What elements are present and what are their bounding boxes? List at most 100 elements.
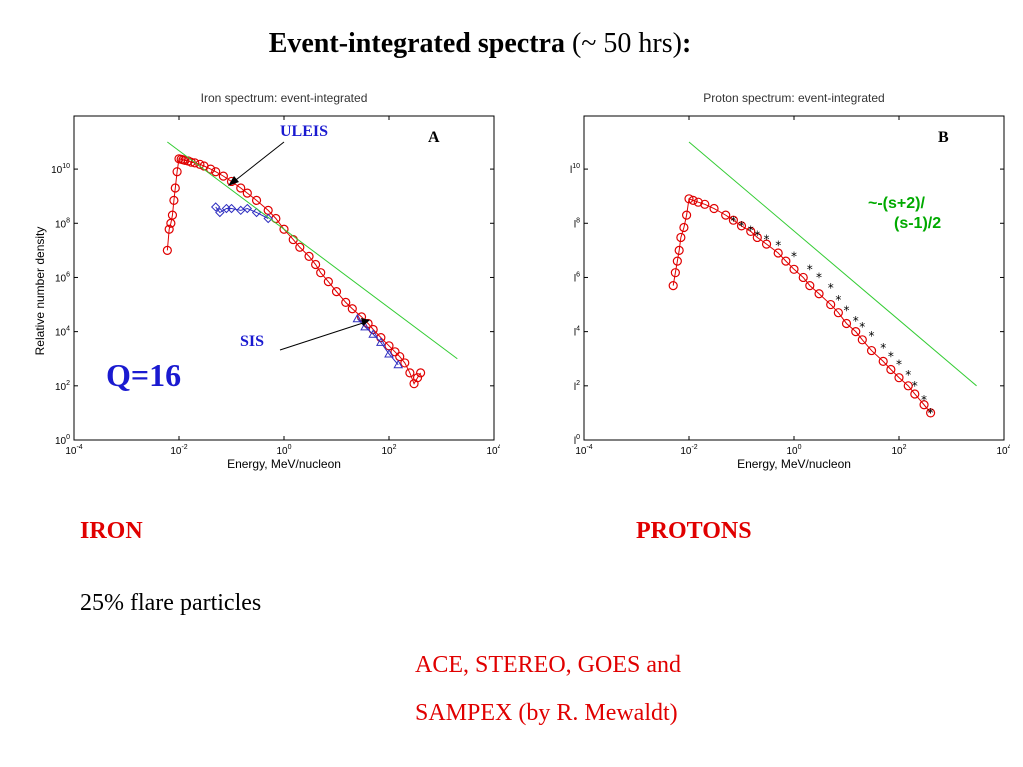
data-point-circle — [857, 335, 867, 345]
x-tick-label: 10-2 — [170, 444, 187, 457]
y-tick-label: l6 — [574, 271, 580, 284]
data-point-circle — [728, 215, 738, 225]
data-point-circle — [169, 195, 179, 205]
slope-annotation-line-2: (s-1)/2 — [894, 215, 941, 232]
iron-spectrum-chart: Iron spectrum: event-integrated 10-4 10-2 1… — [33, 91, 500, 471]
data-point-circle — [390, 347, 400, 357]
data-point-circle — [866, 345, 877, 356]
iron-label: IRON — [80, 518, 143, 544]
data-point-circle — [195, 159, 205, 169]
data-point-star: * — [905, 368, 911, 382]
data-point-circle — [878, 356, 888, 366]
uleis-arrow — [231, 141, 285, 184]
data-point-star: * — [880, 341, 886, 355]
data-point-circle — [356, 312, 367, 322]
data-point-star: * — [739, 219, 745, 233]
panel-label-b: B — [938, 129, 949, 146]
data-point-circle — [172, 167, 182, 177]
data-point-star: * — [754, 229, 760, 243]
data-point-circle — [752, 232, 762, 243]
proton-spectrum-chart: Proton spectrum: event-integrated 10-4 10-… — [570, 91, 1010, 471]
data-point-circle — [674, 245, 684, 255]
data-point-circle — [251, 195, 262, 205]
y-tick-label: l8 — [574, 217, 580, 230]
x-tick-label: 10-2 — [680, 444, 697, 457]
data-point-circle — [167, 210, 178, 220]
data-point-circle — [242, 188, 252, 198]
y-tick-label: 108 — [55, 217, 70, 230]
data-point-circle — [676, 232, 686, 243]
data-point-triangle — [376, 337, 386, 346]
data-point-circle — [164, 224, 174, 234]
data-point-circle — [668, 281, 678, 291]
data-point-star: * — [775, 239, 781, 253]
data-point-circle — [162, 245, 172, 255]
x-tick-label: 102 — [381, 444, 396, 457]
power-law-line — [688, 141, 977, 387]
data-point-circle — [170, 183, 180, 193]
uleis-arrowhead — [228, 176, 239, 186]
data-point-star: * — [912, 379, 918, 393]
y-tick-label: l10 — [570, 163, 580, 176]
data-point-circle — [886, 364, 896, 375]
data-point-circle — [798, 272, 808, 283]
data-point-circle — [395, 351, 405, 362]
data-point-circle — [721, 210, 731, 220]
data-point-star: * — [859, 320, 865, 334]
data-point-circle — [709, 203, 719, 214]
y-axis-label: Relative number density — [33, 227, 47, 356]
data-point-star: * — [835, 293, 841, 307]
x-tick-label: 10-4 — [65, 444, 82, 457]
data-point-circle — [316, 268, 326, 278]
data-point-circle — [405, 368, 415, 378]
title-sub: (~ 50 hrs) — [564, 28, 682, 59]
data-point-circle — [693, 197, 703, 207]
data-point-star: * — [807, 262, 813, 276]
data-point-circle — [736, 221, 747, 231]
x-tick-label: 104 — [486, 444, 500, 457]
y-tick-label: l0 — [574, 434, 580, 447]
data-point-circle — [761, 239, 772, 249]
y-tick-label: 100 — [55, 434, 70, 447]
x-tick-label: 100 — [786, 444, 801, 457]
sis-annotation: SIS — [240, 333, 264, 350]
uleis-annotation: ULEIS — [280, 123, 328, 140]
y-tick-label: 1010 — [51, 163, 70, 176]
data-point-triangle — [352, 313, 363, 323]
data-point-circle — [814, 289, 824, 299]
slide-title: Event-integrated spectra (~ 50 hrs): — [0, 28, 960, 60]
data-point-diamond — [215, 207, 225, 218]
series-line — [215, 206, 269, 219]
chart-title: Proton spectrum: event-integrated — [703, 91, 884, 105]
data-point-circle — [833, 308, 843, 318]
data-point-circle — [190, 158, 200, 168]
data-point-circle — [700, 199, 710, 209]
data-point-circle — [236, 183, 246, 193]
credit-line-1: ACE, STEREO, GOES and — [415, 652, 681, 678]
x-axis-label: Energy, MeV/nucleon — [737, 457, 851, 471]
x-tick-label: 104 — [996, 444, 1010, 457]
data-point-circle — [919, 400, 929, 410]
data-point-circle — [670, 268, 680, 278]
data-point-star: * — [869, 329, 875, 343]
data-point-circle — [684, 194, 694, 204]
data-point-circle — [206, 164, 216, 174]
x-tick-label: 102 — [891, 444, 906, 457]
data-point-triangle — [384, 348, 394, 358]
data-point-star: * — [748, 223, 754, 237]
data-point-circle — [851, 327, 861, 337]
data-point-circle — [279, 224, 289, 234]
data-point-triangle — [393, 359, 404, 369]
data-point-circle — [903, 381, 913, 391]
slope-annotation-line-1: ~-(s+2)/ — [868, 195, 925, 212]
data-point-circle — [679, 222, 689, 233]
data-point-diamond — [210, 202, 221, 212]
data-point-circle — [805, 281, 815, 291]
data-point-circle — [347, 304, 357, 314]
y-tick-label: l2 — [574, 380, 580, 393]
data-point-star: * — [896, 358, 902, 372]
data-point-circle — [323, 277, 333, 287]
data-point-circle — [211, 167, 221, 177]
data-point-diamond — [226, 203, 237, 214]
sis-arrowhead — [361, 318, 370, 326]
